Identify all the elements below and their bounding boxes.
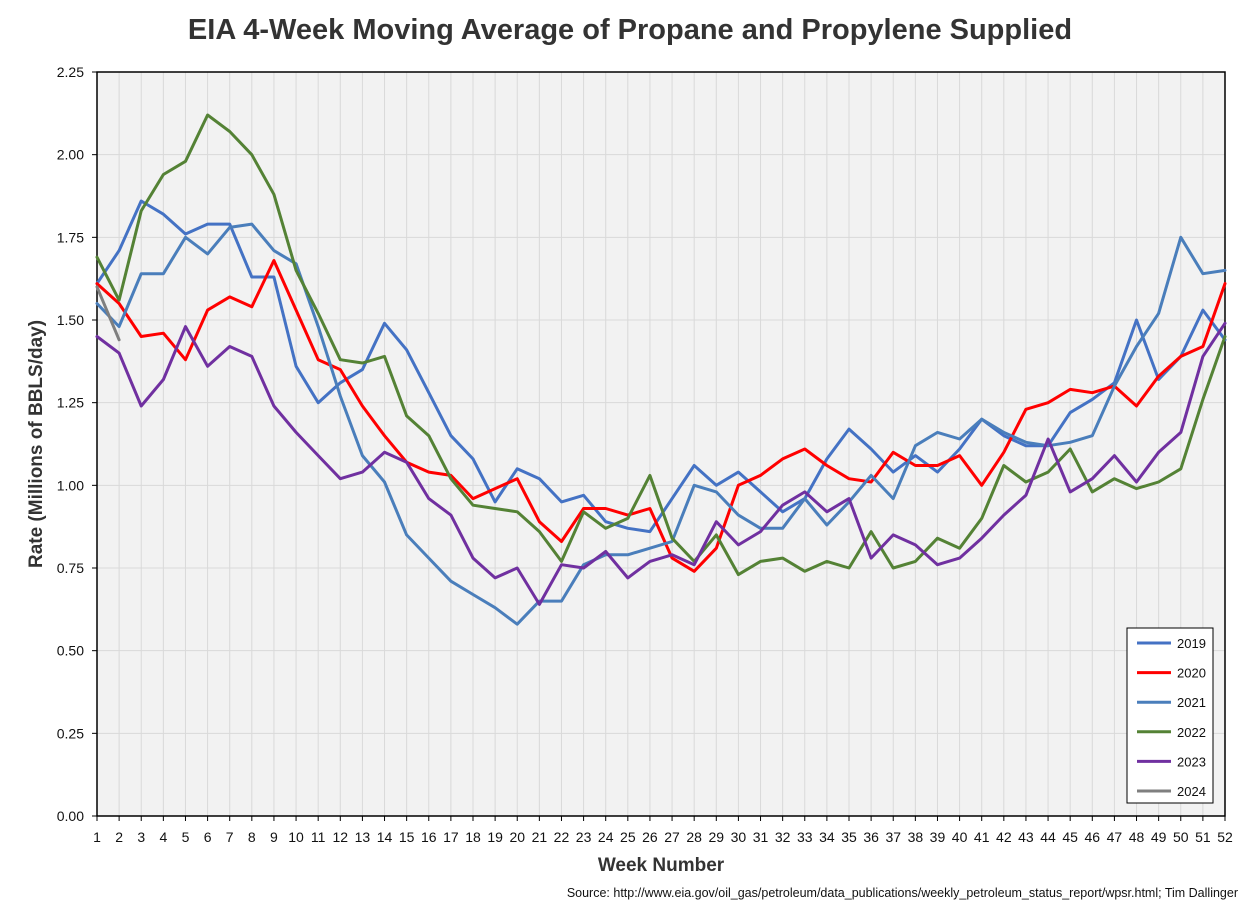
- x-tick-label: 11: [311, 829, 326, 845]
- series-lines: [95, 113, 1227, 626]
- series-line-2022: [95, 113, 1227, 577]
- x-tick-label: 36: [863, 829, 879, 845]
- x-tick-label: 20: [509, 829, 525, 845]
- series-line-2020: [95, 259, 1227, 573]
- x-tick-label: 47: [1107, 829, 1123, 845]
- x-tick-label: 50: [1173, 829, 1189, 845]
- chart-title: EIA 4-Week Moving Average of Propane and…: [187, 14, 1073, 46]
- x-tick-label: 24: [598, 829, 614, 845]
- x-tick-label: 39: [930, 829, 946, 845]
- legend: 2019 2020 2021 2022 2023 2024: [1126, 627, 1214, 804]
- gridlines: [96, 71, 1226, 817]
- series-line-2019: [95, 199, 1227, 534]
- series-line-2021: [95, 222, 1227, 626]
- y-tick-label: 1.75: [57, 229, 84, 245]
- x-axis: 1 2 3 4 5 6 7 8 9 10 11 12 13 14 15 16 17 18 19 20 21 22 23 24 2…: [93, 816, 1233, 845]
- x-tick-label: 10: [288, 829, 304, 845]
- x-tick-label: 26: [642, 829, 658, 845]
- x-tick-label: 33: [797, 829, 813, 845]
- x-tick-label: 49: [1151, 829, 1167, 845]
- legend-label-2023: 2023: [1177, 754, 1206, 769]
- x-tick-label: 15: [399, 829, 415, 845]
- x-tick-label: 3: [137, 829, 145, 845]
- x-tick-label: 17: [443, 829, 459, 845]
- y-tick-label: 1.25: [57, 395, 84, 411]
- x-tick-label: 23: [576, 829, 592, 845]
- y-tick-label: 0.00: [57, 808, 84, 824]
- x-tick-label: 31: [753, 829, 769, 845]
- x-tick-label: 19: [487, 829, 503, 845]
- x-tick-label: 46: [1085, 829, 1101, 845]
- y-axis: 0.00 0.25 0.50 0.75 1.00 1.25 1.50 1.75 2.00 2.25: [57, 64, 97, 824]
- x-tick-label: 35: [841, 829, 857, 845]
- series-line-2024: [95, 285, 121, 342]
- x-tick-label: 34: [819, 829, 835, 845]
- x-tick-label: 4: [159, 829, 167, 845]
- x-tick-label: 12: [333, 829, 349, 845]
- x-tick-label: 37: [885, 829, 901, 845]
- x-tick-label: 5: [182, 829, 190, 845]
- y-tick-label: 1.00: [57, 477, 84, 493]
- x-tick-label: 43: [1018, 829, 1034, 845]
- x-tick-label: 2: [115, 829, 123, 845]
- legend-label-2020: 2020: [1177, 666, 1206, 681]
- x-tick-label: 7: [226, 829, 234, 845]
- x-tick-label: 21: [532, 829, 548, 845]
- x-tick-label: 27: [664, 829, 680, 845]
- x-tick-label: 18: [465, 829, 481, 845]
- legend-label-2019: 2019: [1177, 636, 1206, 651]
- x-tick-label: 45: [1062, 829, 1078, 845]
- y-axis-title: Rate (Millions of BBLS/day): [26, 320, 47, 568]
- x-tick-label: 14: [377, 829, 393, 845]
- source-note: Source: http://www.eia.gov/oil_gas/petro…: [566, 886, 1238, 900]
- legend-box: [1126, 627, 1214, 804]
- x-tick-label: 9: [270, 829, 278, 845]
- y-tick-label: 2.25: [57, 64, 84, 80]
- x-tick-label: 42: [996, 829, 1012, 845]
- plot-border: [96, 71, 1226, 817]
- y-tick-label: 0.75: [57, 560, 84, 576]
- x-tick-label: 6: [204, 829, 212, 845]
- x-tick-label: 8: [248, 829, 256, 845]
- x-tick-label: 32: [775, 829, 791, 845]
- x-tick-label: 30: [731, 829, 747, 845]
- y-tick-label: 0.25: [57, 725, 84, 741]
- x-tick-label: 40: [952, 829, 968, 845]
- x-tick-label: 25: [620, 829, 636, 845]
- x-tick-label: 44: [1040, 829, 1056, 845]
- x-tick-label: 52: [1217, 829, 1233, 845]
- x-tick-label: 22: [554, 829, 570, 845]
- y-tick-label: 2.00: [57, 147, 84, 163]
- x-tick-label: 38: [908, 829, 924, 845]
- x-tick-label: 13: [355, 829, 371, 845]
- x-tick-label: 29: [709, 829, 725, 845]
- x-tick-label: 1: [93, 829, 101, 845]
- x-tick-label: 41: [974, 829, 990, 845]
- x-tick-label: 16: [421, 829, 437, 845]
- x-tick-label: 51: [1195, 829, 1211, 845]
- x-axis-title: Week Number: [598, 855, 725, 876]
- legend-label-2021: 2021: [1177, 695, 1206, 710]
- legend-label-2022: 2022: [1177, 725, 1206, 740]
- x-tick-label: 48: [1129, 829, 1145, 845]
- x-tick-label: 28: [686, 829, 702, 845]
- legend-label-2024: 2024: [1177, 784, 1206, 799]
- y-tick-label: 0.50: [57, 643, 84, 659]
- series-line-2023: [95, 321, 1227, 606]
- y-tick-label: 1.50: [57, 312, 84, 328]
